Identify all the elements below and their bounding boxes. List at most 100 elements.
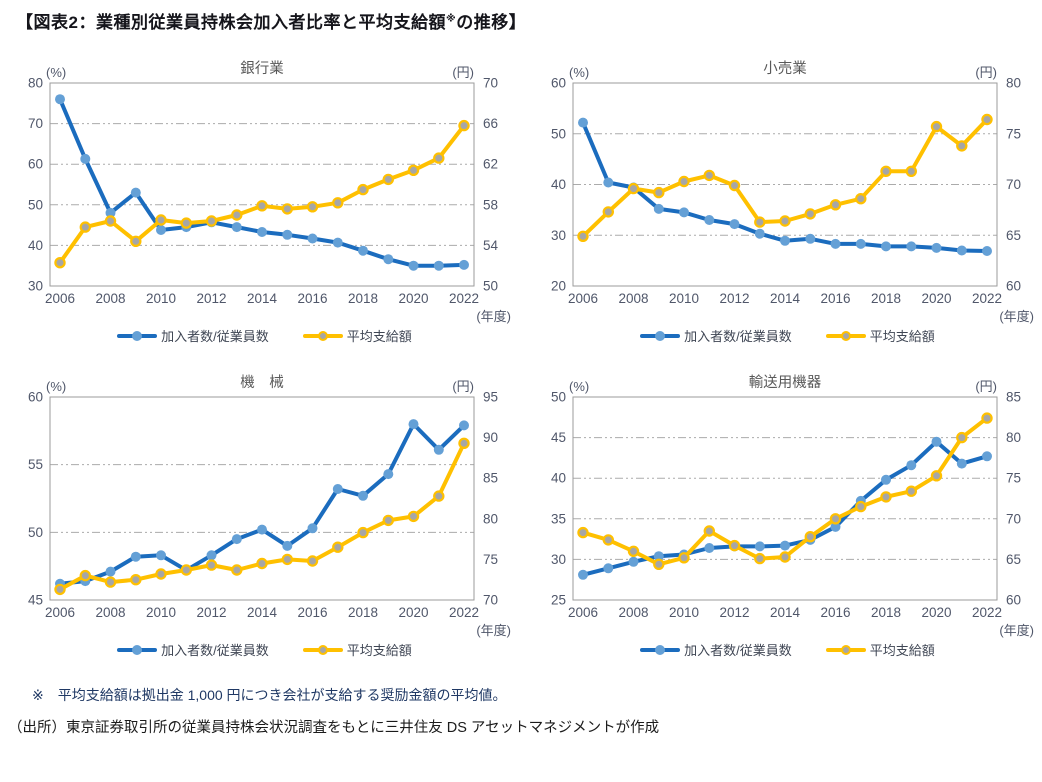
participation-data-point — [881, 474, 891, 485]
left-axis-unit: (%) — [569, 65, 589, 80]
participation-data-point — [257, 227, 267, 237]
x-axis-tick-label: 2006 — [45, 291, 75, 306]
right-axis-tick-label: 75 — [1006, 126, 1021, 141]
x-axis-tick-label: 2010 — [669, 291, 699, 306]
transport-chart-legend: 加入者数/従業員数 平均支給額 — [535, 640, 1040, 659]
x-axis-tick-label: 2012 — [719, 291, 749, 306]
chart-title: 輸送用機器 — [749, 374, 822, 391]
source-line: （出所）東京証券取引所の従業員持株会状況調査をもとに三井住友 DS アセットマネ… — [8, 720, 660, 736]
payout-data-point — [231, 564, 243, 576]
left-axis-tick-label: 35 — [551, 511, 566, 526]
participation-data-point — [653, 551, 664, 562]
payout-data-point — [180, 217, 192, 229]
legend-label-payout: 平均支給額 — [869, 329, 935, 344]
plot-area — [572, 82, 998, 287]
x-axis-unit: (年度) — [999, 309, 1034, 324]
right-axis-tick-label: 66 — [483, 116, 498, 131]
left-axis-tick-label: 60 — [28, 157, 43, 172]
x-axis-tick-label: 2012 — [196, 605, 226, 620]
right-axis-tick-label: 80 — [1006, 430, 1021, 445]
x-axis-tick-label: 2014 — [247, 291, 278, 306]
participation-data-point — [729, 219, 740, 230]
payout-data-point — [981, 113, 993, 126]
payout-data-point — [407, 510, 420, 523]
x-axis-tick-label: 2008 — [95, 605, 125, 620]
right-axis-tick-label: 80 — [483, 511, 498, 526]
right-axis-tick-label: 75 — [1006, 471, 1021, 486]
left-axis-tick-label: 50 — [28, 525, 43, 540]
participation-data-point — [780, 540, 790, 551]
participation-series-swatch — [640, 330, 681, 342]
legend-label-participation: 加入者数/従業員数 — [684, 329, 792, 344]
right-axis-tick-label: 90 — [483, 430, 498, 445]
payout-series-swatch — [825, 644, 866, 656]
payout-data-point — [306, 201, 319, 213]
participation-marker-icon — [132, 644, 143, 655]
payout-series-swatch — [302, 330, 343, 342]
participation-data-point — [881, 241, 891, 252]
left-axis-tick-label: 25 — [551, 593, 566, 608]
payout-marker-icon — [317, 330, 328, 341]
x-axis-tick-label: 2010 — [146, 291, 176, 306]
participation-series-swatch — [117, 330, 158, 342]
banking-chart-legend: 加入者数/従業員数 平均支給額 — [12, 326, 517, 345]
participation-data-point — [408, 419, 419, 430]
payout-data-point — [829, 513, 842, 525]
right-axis-tick-label: 65 — [1006, 552, 1021, 567]
participation-data-point — [628, 556, 639, 567]
x-axis-tick-label: 2006 — [568, 605, 598, 620]
left-axis-unit: (%) — [46, 379, 66, 394]
payout-data-point — [332, 541, 344, 553]
participation-data-point — [257, 524, 267, 535]
right-axis-tick-label: 54 — [483, 238, 499, 253]
payout-data-point — [653, 558, 665, 570]
payout-series-swatch — [302, 644, 343, 656]
participation-data-point — [408, 260, 419, 271]
payout-data-point — [880, 491, 892, 503]
payout-data-point — [357, 526, 369, 539]
legend-item-participation: 加入者数/従業員数 — [640, 640, 792, 659]
chart-cell-retail: 小売業 (%) (円) 20 30 40 50 60 60 65 70 75 80 2006 2008 201… — [535, 57, 1040, 345]
left-axis-tick-label: 70 — [28, 116, 43, 131]
left-axis-tick-label: 20 — [551, 279, 566, 294]
payout-data-point — [79, 221, 92, 233]
legend-item-payout: 平均支給額 — [825, 640, 935, 659]
payout-data-point — [458, 437, 470, 450]
right-axis-tick-label: 70 — [1006, 177, 1021, 192]
payout-data-point — [155, 568, 167, 580]
left-axis-tick-label: 45 — [551, 430, 566, 445]
participation-data-point — [653, 203, 664, 214]
payout-data-point — [754, 216, 766, 228]
payout-data-point — [180, 564, 192, 576]
x-axis-tick-label: 2014 — [247, 605, 278, 620]
participation-marker-icon — [655, 644, 666, 655]
payout-data-point — [357, 183, 369, 196]
participation-data-point — [603, 563, 614, 574]
payout-data-point — [905, 485, 917, 497]
participation-data-point — [780, 235, 790, 246]
right-axis-tick-label: 80 — [1006, 76, 1021, 91]
left-axis-unit: (%) — [569, 379, 589, 394]
payout-data-point — [602, 534, 615, 546]
participation-data-point — [383, 254, 394, 265]
participation-series-swatch — [640, 644, 681, 656]
payout-data-point — [281, 203, 293, 215]
participation-data-point — [982, 246, 992, 256]
left-axis-tick-label: 40 — [551, 471, 566, 486]
payout-data-point — [653, 186, 665, 199]
participation-data-point — [433, 444, 444, 455]
page-title-sup: ※ — [445, 13, 457, 25]
participation-data-point — [830, 521, 841, 532]
payout-data-point — [54, 583, 66, 596]
charts-grid: 銀行業 (%) (円) 30 40 50 60 70 80 50 54 58 62 66 70 2006 200… — [12, 57, 1042, 659]
right-axis-tick-label: 60 — [1006, 593, 1021, 608]
page-title: 【図表2：業種別従業員持株会加入者比率と平均支給額※の推移】 — [16, 8, 1042, 33]
x-axis-tick-label: 2018 — [348, 291, 378, 306]
footnote: ※ 平均支給額は拠出金 1,000 円につき会社が支給する奨励金額の平均値。 — [32, 685, 1042, 705]
participation-data-point — [55, 94, 65, 105]
payout-data-point — [880, 165, 892, 178]
right-axis-tick-label: 65 — [1006, 228, 1021, 243]
payout-data-point — [930, 120, 943, 133]
participation-data-point — [80, 153, 91, 164]
